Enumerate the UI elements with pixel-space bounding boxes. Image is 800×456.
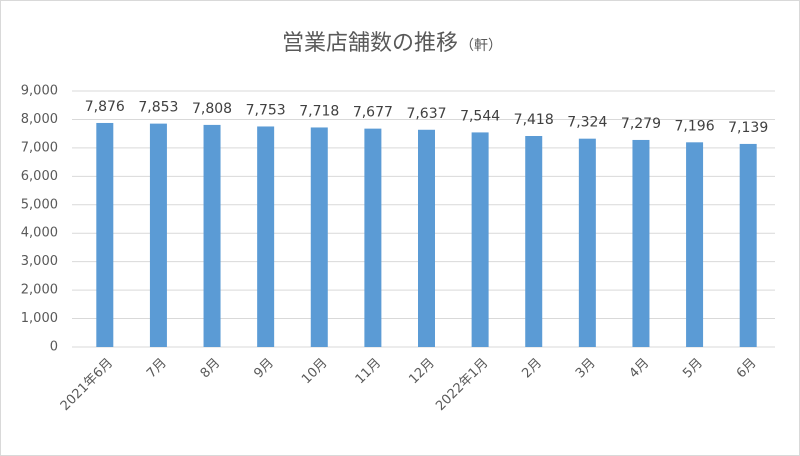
y-tick-label: 2,000	[21, 283, 58, 298]
y-tick-label: 0	[50, 340, 58, 355]
value-label: 7,876	[85, 99, 125, 115]
bar	[525, 135, 543, 347]
value-label: 7,196	[675, 118, 715, 134]
chart-title: 営業店舗数の推移	[282, 31, 458, 56]
bar	[739, 143, 757, 347]
bar	[203, 124, 221, 347]
y-tick-label: 7,000	[21, 140, 58, 155]
bar	[686, 142, 704, 347]
y-tick-label: 4,000	[21, 226, 58, 241]
bar	[632, 139, 650, 347]
value-label: 7,637	[406, 106, 446, 122]
value-label: 7,544	[460, 108, 500, 124]
unit-label: （軒）	[460, 38, 502, 54]
bar	[257, 126, 275, 348]
bar	[471, 132, 489, 347]
y-tick-label: 5,000	[21, 197, 58, 212]
value-label: 7,279	[621, 116, 661, 132]
bar	[96, 122, 114, 347]
y-tick-label: 1,000	[21, 311, 58, 326]
bar	[418, 129, 435, 347]
y-tick-label: 8,000	[21, 112, 58, 127]
y-tick-label: 6,000	[21, 169, 58, 184]
value-label: 7,718	[299, 103, 339, 119]
value-label: 7,324	[567, 115, 607, 131]
bar	[578, 138, 596, 347]
value-label: 7,418	[514, 112, 554, 128]
bar	[149, 123, 167, 347]
value-label: 7,753	[246, 102, 286, 118]
y-tick-label: 9,000	[21, 84, 58, 99]
bar	[364, 128, 382, 347]
bar	[310, 127, 328, 347]
value-label: 7,677	[353, 105, 393, 121]
y-tick-label: 3,000	[21, 254, 58, 269]
value-label: 7,853	[138, 100, 178, 116]
value-label: 7,139	[728, 120, 768, 136]
value-label: 7,808	[192, 101, 232, 117]
